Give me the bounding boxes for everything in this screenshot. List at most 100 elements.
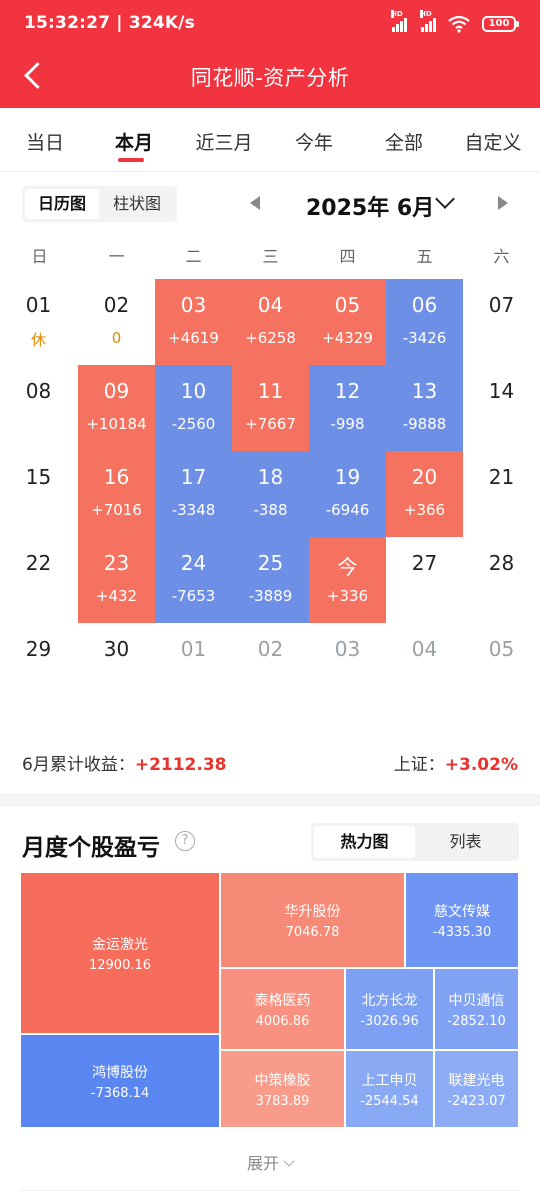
calendar-day-cell[interactable]: 09 +10184 <box>78 365 155 451</box>
calendar-day-cell[interactable]: 01 休 <box>0 279 77 365</box>
calendar-day-cell[interactable]: 04 +6258 <box>232 279 309 365</box>
status-time: 15:32:27 | 324K/s <box>24 13 196 33</box>
calendar-day-number: 23 <box>103 551 130 575</box>
calendar-day-number: 08 <box>25 379 52 403</box>
tab-today[interactable]: 当日 <box>25 132 65 154</box>
treemap-tile[interactable]: 联建光电 -2423.07 <box>434 1050 519 1128</box>
calendar-day-value: -7653 <box>171 587 216 605</box>
calendar-day-number: 02 <box>103 293 130 317</box>
calendar-day-number: 03 <box>180 293 207 317</box>
month-selector[interactable]: 2025年 6月 <box>306 196 435 221</box>
weekday-label: 日 <box>31 247 48 266</box>
tab-all[interactable]: 全部 <box>384 132 424 154</box>
calendar-day-cell[interactable]: 25 -3889 <box>232 537 309 623</box>
calendar-day-cell[interactable]: 21 <box>463 451 540 537</box>
calendar-day-cell[interactable]: 02 <box>232 623 309 709</box>
chevron-down-icon <box>283 1155 295 1167</box>
calendar-day-value: +4329 <box>322 329 373 347</box>
calendar-day-value: -3889 <box>248 587 293 605</box>
stock-pl-value: -3026.96 <box>360 1013 419 1029</box>
expand-label: 展开 <box>246 1154 279 1173</box>
calendar-day-cell[interactable]: 13 -9888 <box>386 365 463 451</box>
calendar-day-number: 04 <box>257 293 284 317</box>
treemap-tile[interactable]: 泰格医药 4006.86 <box>220 968 345 1050</box>
expand-button[interactable]: 展开 <box>0 1150 540 1174</box>
stock-pl-value: 12900.16 <box>88 957 152 973</box>
calendar-day-cell[interactable]: 05 <box>463 623 540 709</box>
calendar-day-cell[interactable]: 04 <box>386 623 463 709</box>
calendar-day-value: -2560 <box>171 415 216 433</box>
calendar-day-cell[interactable]: 14 <box>463 365 540 451</box>
calendar-day-number: 11 <box>257 379 284 403</box>
calendar-day-cell[interactable]: 20 +366 <box>386 451 463 537</box>
calendar-day-value: -9888 <box>402 415 447 433</box>
chevron-down-icon[interactable] <box>435 189 455 209</box>
treemap-tile[interactable]: 中策橡胶 3783.89 <box>220 1050 345 1128</box>
tab-this-year[interactable]: 今年 <box>294 132 334 154</box>
calendar-day-cell[interactable]: 10 -2560 <box>155 365 232 451</box>
calendar-day-cell[interactable]: 11 +7667 <box>232 365 309 451</box>
stock-pl-value: 7046.78 <box>285 924 340 940</box>
calendar-day-value: +7016 <box>91 501 142 519</box>
index-return-value: +3.02% <box>444 755 518 775</box>
calendar-day-cell[interactable]: 今 +336 <box>309 537 386 623</box>
help-icon[interactable]: ? <box>175 831 195 851</box>
status-icons: HD HD 100 <box>391 10 519 35</box>
calendar-day-cell[interactable]: 08 <box>0 365 77 451</box>
bar-view-option[interactable]: 柱状图 <box>112 194 161 213</box>
next-month-icon[interactable] <box>498 196 508 210</box>
treemap-tile[interactable]: 北方长龙 -3026.96 <box>345 968 434 1050</box>
calendar-day-cell[interactable]: 28 <box>463 537 540 623</box>
stock-pl-value: -2544.54 <box>360 1093 419 1109</box>
calendar-day-cell[interactable]: 19 -6946 <box>309 451 386 537</box>
stock-pl-value: -7368.14 <box>90 1085 150 1101</box>
calendar-day-value: -3426 <box>402 329 447 347</box>
calendar-day-number: 09 <box>103 379 130 403</box>
treemap-tile[interactable]: 金运激光 12900.16 <box>20 872 220 1034</box>
treemap-tile[interactable]: 慈文传媒 -4335.30 <box>405 872 519 968</box>
month-return-value: +2112.38 <box>134 755 227 775</box>
calendar-day-cell[interactable]: 07 <box>463 279 540 365</box>
calendar-day-cell[interactable]: 30 <box>78 623 155 709</box>
calendar-day-cell[interactable]: 01 <box>155 623 232 709</box>
tab-custom[interactable]: 自定义 <box>464 132 522 154</box>
calendar-day-cell[interactable]: 03 <box>309 623 386 709</box>
calendar-day-cell[interactable]: 18 -388 <box>232 451 309 537</box>
prev-month-icon[interactable] <box>250 196 260 210</box>
calendar-view-option[interactable]: 日历图 <box>25 189 99 219</box>
stock-name: 泰格医药 <box>254 992 311 1009</box>
treemap-tile[interactable]: 上工申贝 -2544.54 <box>345 1050 434 1128</box>
calendar-day-cell[interactable]: 27 <box>386 537 463 623</box>
calendar-day-cell[interactable]: 17 -3348 <box>155 451 232 537</box>
wifi-icon <box>448 15 470 33</box>
month-return-label: 6月累计收益： <box>22 755 135 775</box>
battery-icon: 100 <box>482 16 519 32</box>
tab-three-months[interactable]: 近三月 <box>195 132 253 154</box>
calendar-day-cell[interactable]: 03 +4619 <box>155 279 232 365</box>
calendar-day-cell[interactable]: 15 <box>0 451 77 537</box>
calendar-view-toggle: 日历图 柱状图 <box>22 186 177 222</box>
calendar-day-cell[interactable]: 16 +7016 <box>78 451 155 537</box>
calendar-day-cell[interactable]: 22 <box>0 537 77 623</box>
list-option[interactable]: 列表 <box>449 832 482 851</box>
tab-this-month[interactable]: 本月 <box>114 132 154 154</box>
treemap-tile[interactable]: 中贝通信 -2852.10 <box>434 968 519 1050</box>
calendar-day-cell[interactable]: 12 -998 <box>309 365 386 451</box>
calendar-day-cell[interactable]: 02 0 <box>78 279 155 365</box>
calendar-day-cell[interactable]: 05 +4329 <box>309 279 386 365</box>
treemap-tile[interactable]: 鸿博股份 -7368.14 <box>20 1034 220 1128</box>
calendar-day-number: 04 <box>411 637 438 661</box>
treemap-tile[interactable]: 华升股份 7046.78 <box>220 872 405 968</box>
calendar-day-cell[interactable]: 24 -7653 <box>155 537 232 623</box>
calendar-day-cell[interactable]: 06 -3426 <box>386 279 463 365</box>
calendar-day-number: 03 <box>334 637 361 661</box>
heatmap-option[interactable]: 热力图 <box>314 826 415 858</box>
period-tabs: 当日 本月 近三月 今年 全部 自定义 <box>0 108 540 172</box>
stock-name: 北方长龙 <box>361 992 418 1009</box>
calendar-day-number: 01 <box>25 293 52 317</box>
calendar-day-cell[interactable]: 23 +432 <box>78 537 155 623</box>
calendar-day-number: 01 <box>180 637 207 661</box>
signal-icon: HD <box>391 10 407 32</box>
calendar-day-cell[interactable]: 29 <box>0 623 77 709</box>
stock-name: 鸿博股份 <box>92 1064 148 1081</box>
